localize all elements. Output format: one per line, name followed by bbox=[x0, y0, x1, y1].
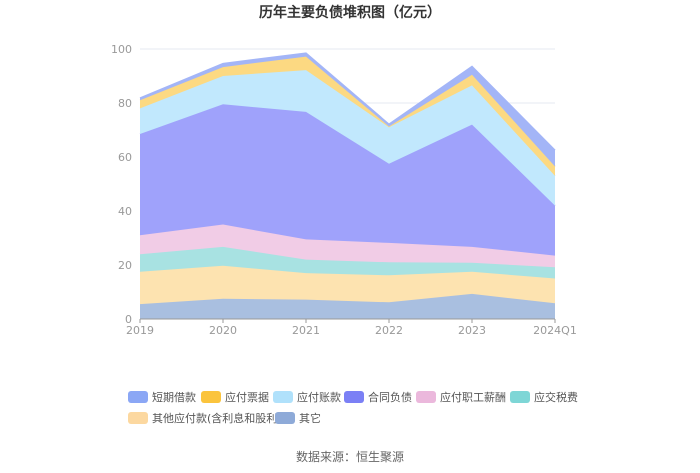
legend-swatch bbox=[273, 391, 293, 403]
legend-label: 应交税费 bbox=[534, 390, 578, 404]
legend-label: 应付票据 bbox=[225, 390, 269, 404]
x-tick-label: 2022 bbox=[375, 324, 403, 337]
y-tick-label: 0 bbox=[125, 313, 132, 326]
x-tick-label: 2021 bbox=[292, 324, 320, 337]
legend-swatch bbox=[510, 391, 530, 403]
x-tick-label: 2019 bbox=[126, 324, 154, 337]
legend-label: 其他应付款(含利息和股利) bbox=[152, 411, 282, 425]
legend-label: 短期借款 bbox=[152, 390, 196, 404]
x-tick-label: 2024Q1 bbox=[533, 324, 577, 337]
legend-swatch bbox=[275, 412, 295, 424]
area-series-edge-7 bbox=[139, 52, 556, 151]
legend-swatch bbox=[344, 391, 364, 403]
y-tick-label: 20 bbox=[118, 259, 132, 272]
legend-swatch bbox=[128, 391, 148, 403]
y-tick-label: 60 bbox=[118, 151, 132, 164]
area-series-0 bbox=[140, 293, 555, 319]
x-tick-label: 2020 bbox=[209, 324, 237, 337]
data-source-note: 数据来源：恒生聚源 bbox=[296, 449, 404, 464]
area-series-2 bbox=[140, 246, 555, 279]
legend-swatch bbox=[201, 391, 221, 403]
legend-label: 应付账款 bbox=[297, 390, 341, 404]
legend-label: 合同负债 bbox=[368, 390, 412, 404]
y-tick-label: 100 bbox=[111, 43, 132, 56]
legend-swatch bbox=[416, 391, 436, 403]
area-series-1 bbox=[140, 265, 555, 305]
x-tick-label: 2023 bbox=[458, 324, 486, 337]
area-series-5 bbox=[140, 70, 555, 206]
axes: 0 20 40 60 80 100 2019 2020 2021 2022 2023 2024Q1 bbox=[111, 43, 577, 337]
legend-label: 应付职工薪酬 bbox=[440, 390, 506, 404]
y-tick-label: 40 bbox=[118, 205, 132, 218]
legend-swatch bbox=[128, 412, 148, 424]
area-series-4 bbox=[140, 104, 555, 256]
chart-title: 历年主要负债堆积图（亿元） bbox=[259, 4, 441, 21]
area-series-3 bbox=[140, 224, 555, 268]
legend-label: 其它 bbox=[299, 411, 321, 425]
y-tick-label: 80 bbox=[118, 97, 132, 110]
stacked-areas bbox=[139, 52, 556, 319]
